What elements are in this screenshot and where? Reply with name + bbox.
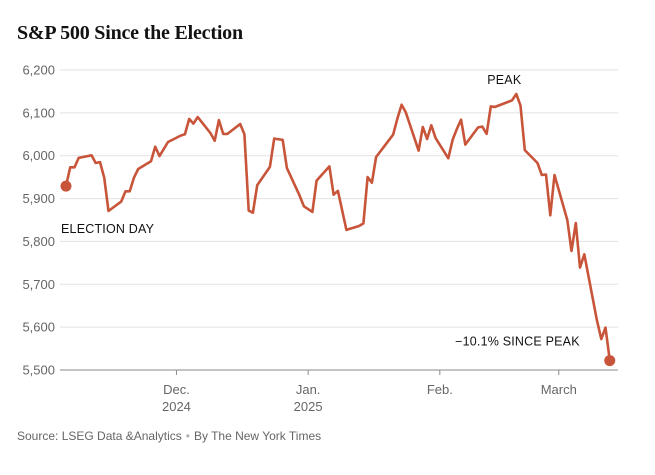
y-tick-label: 6,000: [22, 148, 55, 163]
annotation-peak: PEAK: [487, 73, 522, 87]
y-tick-label: 5,800: [22, 234, 55, 249]
y-tick-label: 5,600: [22, 320, 55, 335]
separator-dot: •: [185, 429, 190, 443]
y-tick-label: 5,900: [22, 191, 55, 206]
chart-title: S&P 500 Since the Election: [17, 22, 243, 44]
y-tick-label: 6,100: [22, 105, 55, 120]
series-group: [64, 92, 612, 362]
y-tick-label: 6,200: [22, 63, 55, 78]
annotation-group: ELECTION DAY PEAK −10.1% SINCE PEAK: [61, 73, 580, 349]
x-tick-label: Feb.: [427, 382, 453, 397]
x-axis: Dec. 2024 Jan. 2025 Feb. March: [162, 370, 577, 414]
latest-value-marker: [604, 355, 616, 367]
series-line: [64, 92, 612, 362]
x-tick-label: March: [541, 382, 577, 397]
byline-text: By The New York Times: [193, 429, 322, 443]
source-line: Source: LSEG Data &Analytics • By The New …: [17, 429, 321, 443]
annotation-since-peak: −10.1% SINCE PEAK: [455, 335, 580, 349]
x-tick-label: Jan.: [296, 382, 321, 397]
x-tick-label-year: 2025: [294, 399, 323, 414]
marker-group: [60, 180, 616, 367]
y-tick-label: 5,700: [22, 277, 55, 292]
election-day-marker: [60, 180, 72, 192]
y-tick-label: 5,500: [22, 363, 55, 378]
x-tick-label-year: 2024: [162, 399, 191, 414]
x-tick-label: Dec.: [163, 382, 190, 397]
y-axis: 5,500 5,600 5,700 5,800 5,900 6,000 6,100 6,200: [22, 63, 55, 378]
source-text: Source: LSEG Data &Analytics: [17, 429, 182, 443]
gridlines: [60, 69, 618, 371]
annotation-election-day: ELECTION DAY: [61, 222, 155, 236]
